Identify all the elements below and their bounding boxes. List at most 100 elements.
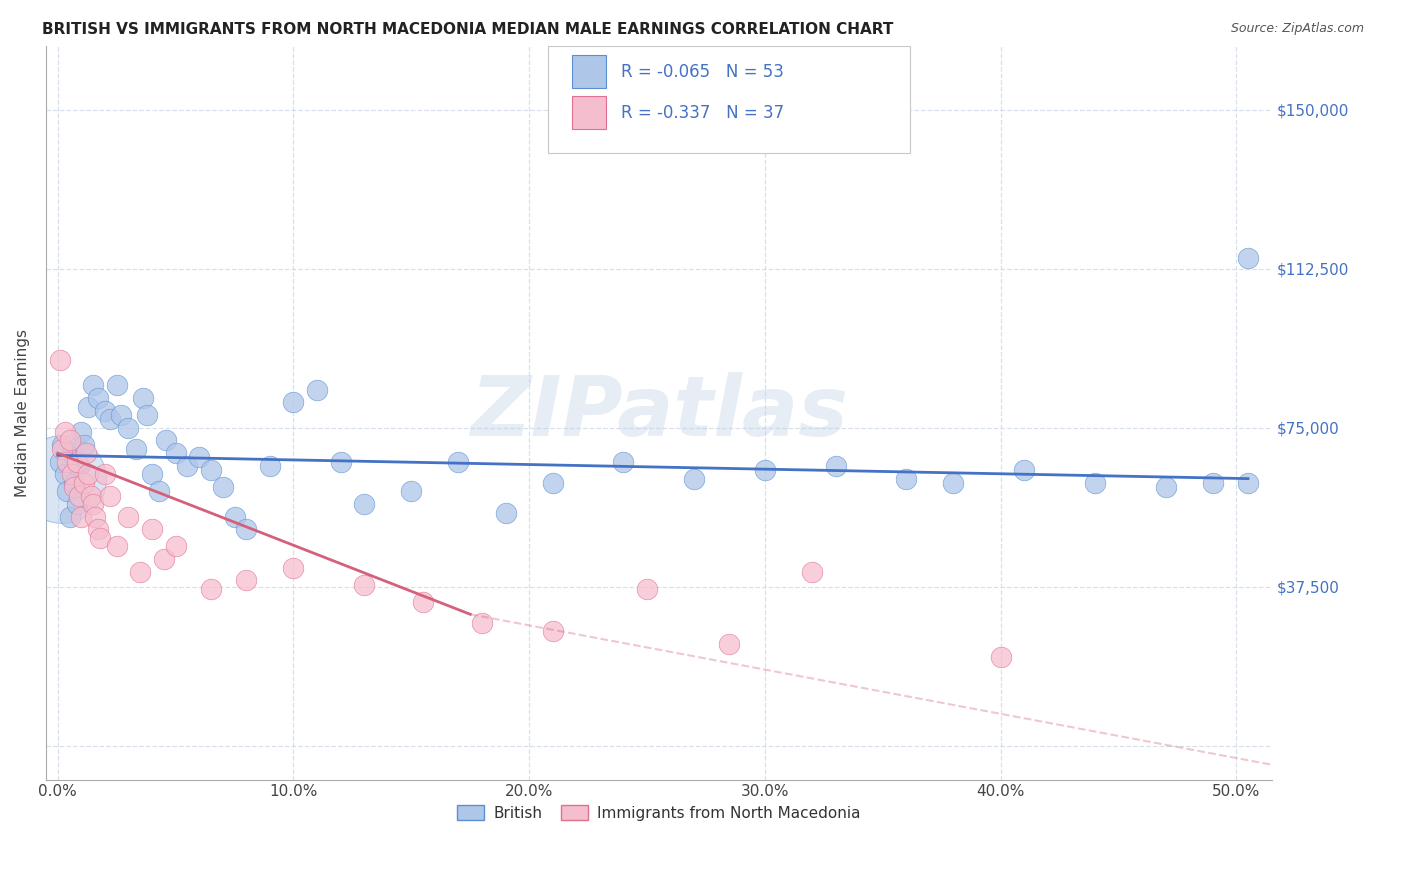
Point bbox=[77, 400, 100, 414]
Point bbox=[65, 497, 87, 511]
Point bbox=[259, 458, 281, 473]
Point bbox=[754, 463, 776, 477]
Legend: British, Immigrants from North Macedonia: British, Immigrants from North Macedonia bbox=[450, 799, 868, 827]
Point bbox=[235, 574, 257, 588]
Point bbox=[141, 467, 163, 482]
Point bbox=[87, 523, 110, 537]
Point bbox=[1154, 480, 1177, 494]
Point bbox=[63, 475, 86, 490]
Point bbox=[70, 509, 93, 524]
Point bbox=[283, 395, 305, 409]
Point bbox=[1201, 475, 1223, 490]
Point bbox=[63, 480, 86, 494]
Point bbox=[131, 391, 153, 405]
Point bbox=[612, 455, 634, 469]
Point bbox=[283, 560, 305, 574]
FancyBboxPatch shape bbox=[548, 46, 910, 153]
Point bbox=[471, 615, 494, 630]
Point bbox=[1237, 475, 1260, 490]
Point bbox=[80, 489, 103, 503]
Point bbox=[148, 484, 170, 499]
Point bbox=[165, 446, 187, 460]
Point bbox=[94, 467, 117, 482]
Point bbox=[87, 391, 110, 405]
Point bbox=[89, 531, 111, 545]
Point bbox=[110, 408, 132, 422]
Point bbox=[98, 489, 121, 503]
Point bbox=[67, 489, 90, 503]
Point bbox=[51, 438, 73, 452]
Point bbox=[200, 463, 222, 477]
Point bbox=[155, 434, 177, 448]
Point bbox=[188, 450, 211, 465]
Text: ZIPatlas: ZIPatlas bbox=[470, 373, 848, 453]
Point bbox=[224, 509, 246, 524]
Point bbox=[77, 467, 100, 482]
Point bbox=[824, 458, 846, 473]
Point bbox=[801, 565, 824, 579]
Point bbox=[51, 442, 73, 456]
Point bbox=[718, 637, 741, 651]
Point bbox=[65, 455, 87, 469]
Point bbox=[200, 582, 222, 596]
Point bbox=[49, 455, 72, 469]
Text: BRITISH VS IMMIGRANTS FROM NORTH MACEDONIA MEDIAN MALE EARNINGS CORRELATION CHAR: BRITISH VS IMMIGRANTS FROM NORTH MACEDON… bbox=[42, 22, 894, 37]
Point bbox=[51, 472, 73, 486]
Point bbox=[70, 425, 93, 439]
Point bbox=[117, 421, 139, 435]
Point bbox=[84, 509, 107, 524]
Point bbox=[73, 438, 96, 452]
Point bbox=[211, 480, 233, 494]
Point bbox=[329, 455, 352, 469]
Point bbox=[94, 404, 117, 418]
Point bbox=[136, 408, 159, 422]
Point bbox=[165, 540, 187, 554]
Y-axis label: Median Male Earnings: Median Male Earnings bbox=[15, 329, 30, 497]
Point bbox=[412, 594, 434, 608]
Point bbox=[353, 497, 375, 511]
Point bbox=[176, 458, 198, 473]
Point bbox=[53, 467, 76, 482]
Point bbox=[141, 523, 163, 537]
Point bbox=[53, 425, 76, 439]
FancyBboxPatch shape bbox=[572, 96, 606, 129]
Point bbox=[105, 540, 128, 554]
Point bbox=[60, 467, 83, 482]
Point bbox=[82, 378, 104, 392]
Point bbox=[235, 523, 257, 537]
Point bbox=[541, 624, 564, 639]
Text: R = -0.065   N = 53: R = -0.065 N = 53 bbox=[621, 62, 783, 80]
Point bbox=[1237, 251, 1260, 265]
Point bbox=[117, 509, 139, 524]
Point bbox=[401, 484, 423, 499]
Point bbox=[1084, 475, 1107, 490]
Point bbox=[153, 552, 176, 566]
Point bbox=[82, 497, 104, 511]
FancyBboxPatch shape bbox=[572, 55, 606, 88]
Point bbox=[1012, 463, 1035, 477]
Point bbox=[990, 649, 1012, 664]
Point bbox=[447, 455, 470, 469]
Point bbox=[541, 475, 564, 490]
Point bbox=[942, 475, 965, 490]
Point bbox=[67, 458, 90, 473]
Point bbox=[353, 577, 375, 591]
Point bbox=[49, 353, 72, 368]
Point bbox=[75, 446, 97, 460]
Point bbox=[56, 455, 79, 469]
Point bbox=[124, 442, 146, 456]
Point bbox=[896, 472, 918, 486]
Point bbox=[98, 412, 121, 426]
Point bbox=[105, 378, 128, 392]
Point bbox=[58, 434, 80, 448]
Point bbox=[495, 506, 517, 520]
Point bbox=[58, 509, 80, 524]
Text: R = -0.337   N = 37: R = -0.337 N = 37 bbox=[621, 103, 785, 121]
Point bbox=[129, 565, 152, 579]
Point bbox=[683, 472, 706, 486]
Text: Source: ZipAtlas.com: Source: ZipAtlas.com bbox=[1230, 22, 1364, 36]
Point bbox=[636, 582, 658, 596]
Point bbox=[60, 446, 83, 460]
Point bbox=[305, 383, 328, 397]
Point bbox=[73, 475, 96, 490]
